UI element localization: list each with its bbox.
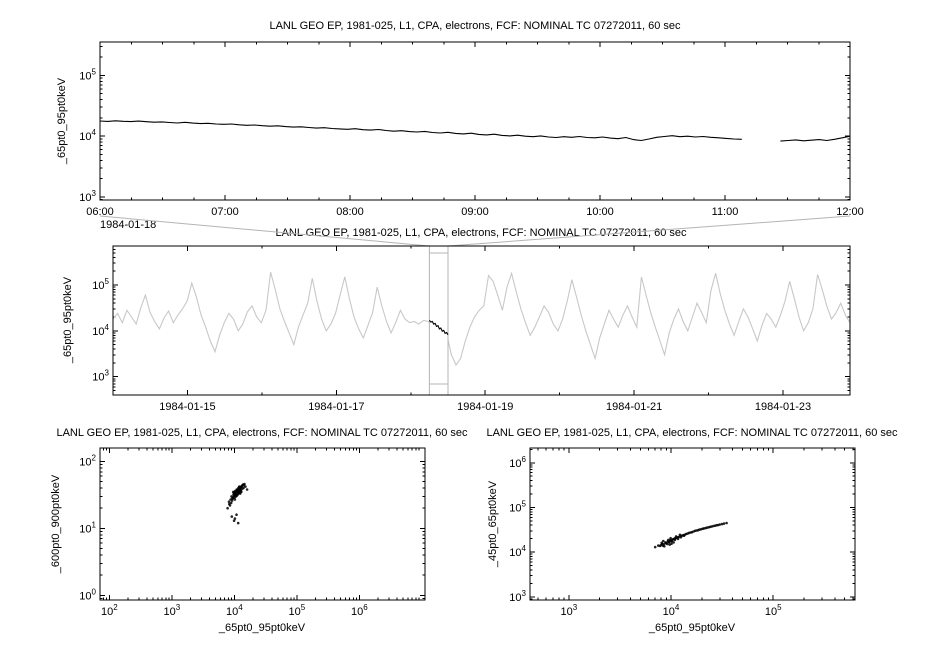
svg-text:09:00: 09:00 bbox=[461, 206, 489, 218]
svg-text:104: 104 bbox=[226, 603, 243, 618]
plot-frame bbox=[99, 447, 426, 601]
svg-text:103: 103 bbox=[79, 189, 96, 204]
svg-text:105: 105 bbox=[79, 67, 96, 82]
svg-text:105: 105 bbox=[92, 277, 109, 292]
top-panel-title: LANL GEO EP, 1981-025, L1, CPA, electron… bbox=[269, 20, 681, 32]
scatter-right-title: LANL GEO EP, 1981-025, L1, CPA, electron… bbox=[486, 427, 898, 439]
svg-text:104: 104 bbox=[663, 603, 680, 618]
series-context-overview bbox=[112, 271, 851, 367]
svg-text:106: 106 bbox=[509, 455, 526, 470]
svg-text:104: 104 bbox=[79, 128, 96, 143]
scatter-points bbox=[226, 482, 249, 525]
svg-text:08:00: 08:00 bbox=[336, 206, 364, 218]
plot-frame bbox=[99, 41, 851, 201]
plot-frame bbox=[112, 245, 851, 396]
svg-text:103: 103 bbox=[509, 589, 526, 604]
svg-text:105: 105 bbox=[765, 603, 782, 618]
scatter-plot-45-65[interactable]: 103 104 105 103 104 105 106 bbox=[509, 447, 856, 618]
svg-text:104: 104 bbox=[92, 323, 109, 338]
svg-text:102: 102 bbox=[101, 603, 118, 618]
series-_65pt0_95pt0keV bbox=[99, 120, 851, 142]
svg-text:1984-01-19: 1984-01-19 bbox=[457, 401, 513, 413]
svg-text:105: 105 bbox=[509, 499, 526, 514]
svg-text:07:00: 07:00 bbox=[211, 206, 239, 218]
svg-text:103: 103 bbox=[560, 603, 577, 618]
svg-text:10:00: 10:00 bbox=[586, 206, 614, 218]
scatter-points bbox=[653, 521, 728, 549]
top-panel-context-date: 1984-01-18 bbox=[100, 219, 157, 231]
svg-text:1984-01-17: 1984-01-17 bbox=[308, 401, 364, 413]
plot-frame bbox=[529, 447, 856, 601]
svg-text:12:00: 12:00 bbox=[836, 206, 864, 218]
svg-text:102: 102 bbox=[79, 453, 96, 468]
svg-text:101: 101 bbox=[79, 520, 96, 535]
zoom-selection-box[interactable] bbox=[428, 245, 449, 396]
svg-text:1984-01-23: 1984-01-23 bbox=[755, 401, 811, 413]
timeseries-detail-plot[interactable]: 06:00 07:00 08:00 09:00 10:00 11:00 12:00 103 10… bbox=[79, 41, 864, 218]
svg-text:103: 103 bbox=[92, 369, 109, 384]
svg-text:11:00: 11:00 bbox=[712, 206, 739, 218]
scatter-right-xlabel: _65pt0_95pt0keV bbox=[648, 622, 736, 634]
svg-text:103: 103 bbox=[164, 603, 181, 618]
scatter-plot-600-900[interactable]: 102 103 104 105 106 100 101 102 bbox=[79, 447, 426, 618]
scatter-left-title: LANL GEO EP, 1981-025, L1, CPA, electron… bbox=[56, 427, 468, 439]
svg-text:1984-01-21: 1984-01-21 bbox=[606, 401, 662, 413]
timeseries-context-plot[interactable]: 1984-01-15 1984-01-17 1984-01-19 1984-01-21… bbox=[92, 245, 851, 413]
svg-text:1984-01-15: 1984-01-15 bbox=[159, 401, 215, 413]
svg-text:100: 100 bbox=[79, 587, 96, 602]
svg-text:105: 105 bbox=[289, 603, 306, 618]
series-zoom-interval-highlight bbox=[428, 319, 449, 336]
svg-text:06:00: 06:00 bbox=[86, 206, 114, 218]
zoom-connector-lines bbox=[99, 215, 851, 247]
svg-text:104: 104 bbox=[509, 544, 526, 559]
scatter-left-xlabel: _65pt0_95pt0keV bbox=[218, 622, 306, 634]
svg-text:106: 106 bbox=[351, 603, 368, 618]
